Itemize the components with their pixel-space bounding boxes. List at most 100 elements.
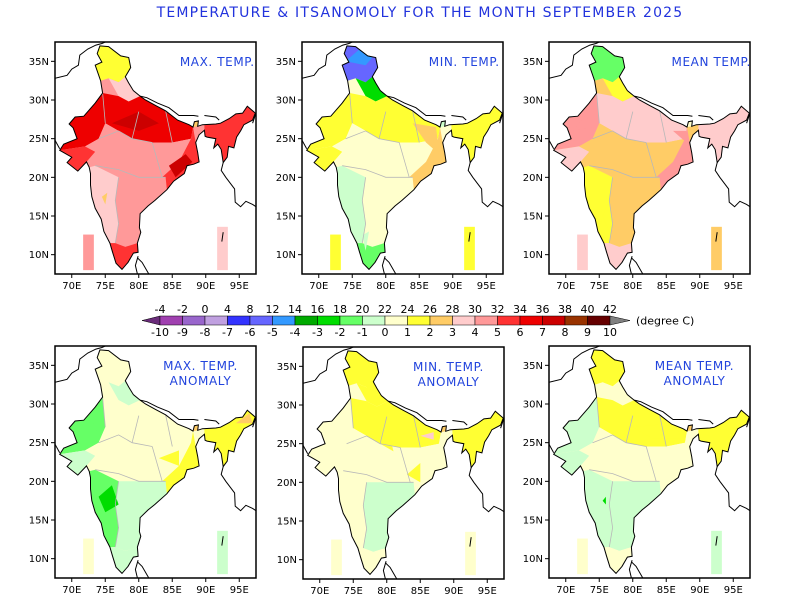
region-east	[162, 127, 200, 190]
map-svg: 70E 75E 80E 85E 90E 95E 10N 15N 20N 25N 30N 35N	[276, 41, 504, 292]
region-himachal	[108, 76, 141, 102]
x-tick-label: 90E	[196, 585, 215, 596]
country-border	[549, 139, 555, 149]
colorbar-anom-label: 6	[517, 326, 524, 338]
region-gujarat	[553, 450, 590, 476]
region-east	[656, 127, 694, 190]
andaman-box	[465, 531, 476, 576]
y-tick-label: 35N	[29, 57, 49, 68]
anomaly-patch	[98, 485, 119, 513]
anomaly-patch	[345, 49, 373, 66]
region-west	[553, 93, 600, 151]
colorbar-abs-label: 26	[423, 303, 437, 316]
colorbar-abs-label: 42	[603, 303, 617, 316]
x-tick-label: 95E	[724, 281, 743, 292]
country-border	[467, 162, 503, 208]
x-tick-label: 75E	[344, 586, 363, 597]
panel-title: MIN. TEMP.	[428, 55, 500, 70]
colorbar-abs-label: 20	[356, 303, 370, 316]
region-gangetic	[596, 93, 687, 143]
andaman-islands	[469, 537, 472, 547]
state-boundary	[102, 92, 106, 124]
y-tick-label: 35N	[523, 57, 543, 68]
colorbar-abs-label: 36	[536, 303, 550, 316]
y-tick-label: 20N	[523, 173, 543, 184]
colorbar-left-arrow	[141, 315, 161, 326]
india-outline	[305, 45, 503, 271]
anomaly-patch	[412, 123, 440, 155]
region-deccanW	[337, 470, 367, 549]
state-boundary	[95, 469, 166, 482]
region-gujarat	[553, 146, 590, 172]
y-tick-label: 25N	[523, 134, 543, 145]
state-boundary	[596, 92, 600, 124]
y-tick-label: 10N	[523, 554, 543, 565]
country-border	[628, 560, 633, 578]
region-ne	[204, 106, 256, 163]
country-border	[631, 561, 644, 578]
colorbar-anom-label: 7	[539, 326, 546, 338]
country-border	[698, 115, 714, 121]
map-frame	[548, 41, 751, 275]
region-ne	[698, 410, 750, 467]
x-tick-label: 70E	[310, 586, 329, 597]
colorbar-anom-label: 5	[494, 326, 501, 338]
y-tick-label: 25N	[276, 134, 296, 145]
colorbar-abs-label: 16	[311, 303, 325, 316]
colorbar-anom-label: 2	[427, 326, 434, 338]
colorbar-anom-label: 1	[404, 326, 411, 338]
y-tick-label: 20N	[523, 477, 543, 488]
region-north	[343, 350, 379, 388]
state-boundary	[349, 92, 353, 124]
colorbar-anom-label: 8	[562, 326, 569, 338]
colorbar-swatch	[159, 315, 183, 326]
state-boundary	[98, 130, 153, 143]
country-border	[633, 399, 693, 421]
map-svg: 70E 75E 80E 85E 90E 95E 10N 15N 20N 25N 30N 35N	[523, 345, 751, 596]
y-tick-label: 10N	[276, 250, 296, 261]
colorbar-swatch	[542, 315, 566, 326]
state-boundary	[413, 415, 421, 448]
anomaly-patch	[168, 154, 193, 178]
colorbar-abs-label: -4	[155, 303, 166, 316]
country-border	[698, 419, 714, 425]
colorbar-abs-label: 12	[266, 303, 280, 316]
colorbar-anom-label: 3	[449, 326, 456, 338]
region-gangetic	[102, 397, 193, 447]
colorbar-swatch	[339, 315, 363, 326]
y-tick-label: 15N	[523, 212, 543, 223]
country-border	[139, 95, 199, 117]
andaman-box	[217, 226, 228, 271]
region-central	[85, 427, 194, 482]
map-frame	[548, 345, 751, 579]
state-boundary	[95, 165, 166, 178]
region-himachal	[108, 380, 141, 406]
region-deccanW	[583, 469, 613, 548]
colorbar-abs-label: 40	[581, 303, 595, 316]
y-tick-label: 10N	[29, 250, 49, 261]
colorbar-swatch	[362, 315, 386, 326]
colorbar-swatch	[272, 315, 296, 326]
region-himachal	[602, 380, 635, 406]
region-himachal	[602, 76, 635, 102]
anomaly-patch	[673, 130, 687, 143]
country-border	[384, 257, 397, 274]
x-tick-label: 75E	[96, 585, 115, 596]
region-south	[109, 547, 139, 574]
state-boundary	[625, 415, 634, 443]
region-south	[109, 243, 139, 270]
country-border	[137, 561, 150, 578]
y-tick-label: 20N	[29, 477, 49, 488]
region-west	[306, 93, 353, 151]
region-north	[95, 349, 131, 387]
figure-title-text: TEMPERATURE & ITSANOMOLY FOR THE MONTH S…	[156, 5, 684, 21]
state-boundary	[165, 110, 173, 143]
region-gujarat	[307, 451, 344, 477]
region-deccanW	[336, 165, 366, 244]
state-boundary	[114, 481, 120, 548]
colorbar-swatch	[204, 315, 228, 326]
state-boundary	[592, 434, 647, 447]
colorbar-units: (degree C)	[636, 315, 694, 328]
anomaly-patch	[78, 419, 99, 435]
colorbar-swatch	[497, 315, 521, 326]
